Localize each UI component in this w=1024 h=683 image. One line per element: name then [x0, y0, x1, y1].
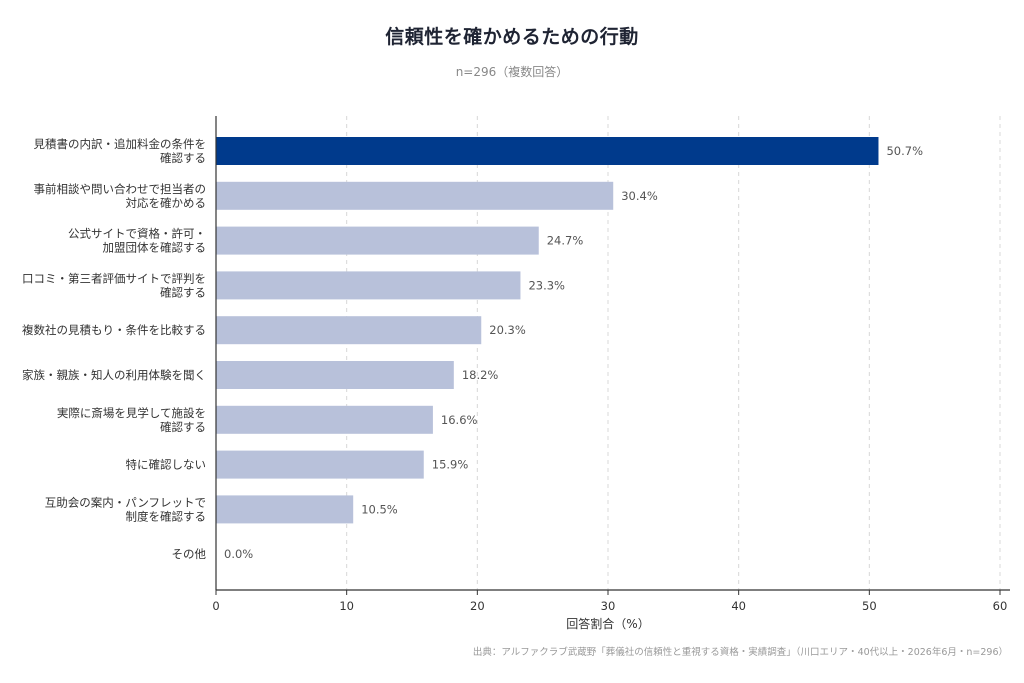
bar: [216, 495, 354, 524]
bar: [216, 450, 424, 479]
category-label-line: 家族・親族・知人の利用体験を聞く: [22, 368, 206, 382]
bar: [216, 405, 433, 434]
category-label-line: 見積書の内訳・追加料金の条件を: [34, 137, 207, 151]
category-label-line: 事前相談や問い合わせで担当者の: [34, 182, 207, 196]
x-axis-title: 回答割合（%）: [566, 616, 649, 631]
x-tick-label: 60: [993, 599, 1008, 613]
category-label: 家族・親族・知人の利用体験を聞く: [22, 368, 206, 382]
category-label: 互助会の案内・パンフレットで制度を確認する: [45, 495, 206, 523]
category-label: 実際に斎場を見学して施設を確認する: [57, 406, 206, 434]
value-label: 15.9%: [432, 458, 469, 472]
x-tick-label: 40: [731, 599, 746, 613]
category-labels: 見積書の内訳・追加料金の条件を確認する事前相談や問い合わせで担当者の対応を確かめ…: [22, 137, 206, 561]
bar: [216, 181, 614, 210]
value-label: 0.0%: [224, 547, 253, 561]
category-label: その他: [172, 547, 207, 561]
value-label: 50.7%: [886, 144, 923, 158]
category-label-line: 制度を確認する: [126, 509, 207, 523]
category-label-line: 確認する: [160, 151, 206, 165]
x-tick-label: 10: [339, 599, 354, 613]
bar: [216, 316, 482, 345]
x-tick-label: 0: [212, 599, 219, 613]
category-label-line: 公式サイトで資格・許可・: [68, 227, 206, 241]
value-label: 24.7%: [547, 234, 584, 248]
category-label: 特に確認しない: [126, 458, 207, 472]
bar: [216, 361, 454, 389]
value-label: 23.3%: [528, 278, 565, 292]
bar: [216, 226, 539, 255]
value-labels: 50.7% 30.4% 24.7% 23.3% 20.3% 18.2% 16.6% 15.9%…: [224, 144, 923, 561]
category-label: 事前相談や問い合わせで担当者の対応を確かめる: [34, 182, 207, 210]
value-label: 16.6%: [441, 413, 478, 427]
category-label-line: 互助会の案内・パンフレットで: [45, 495, 206, 509]
axes: [215, 116, 1010, 591]
x-tick-labels: 0 10 20 30 40 50 60: [212, 599, 1007, 613]
value-label: 18.2%: [462, 368, 499, 382]
bar: [216, 271, 521, 300]
value-label: 10.5%: [361, 502, 398, 516]
value-label: 30.4%: [621, 189, 658, 203]
category-label-line: 対応を確かめる: [126, 196, 207, 210]
x-tick-label: 50: [862, 599, 877, 613]
category-label-line: 特に確認しない: [126, 458, 207, 472]
category-label-line: 複数社の見積もり・条件を比較する: [22, 323, 206, 337]
x-tick-label: 20: [470, 599, 485, 613]
source-note: 出典：アルファクラブ武蔵野「葬儀社の信頼性と重視する資格・実績調査」（川口エリア…: [472, 647, 1008, 658]
chart-subtitle: n=296（複数回答）: [455, 65, 569, 79]
bar: [216, 137, 879, 165]
category-label-line: 加盟団体を確認する: [103, 241, 207, 255]
category-label-line: 確認する: [160, 420, 206, 434]
category-label-line: 実際に斎場を見学して施設を: [57, 406, 206, 420]
category-label-line: 確認する: [160, 285, 206, 299]
category-label-line: 口コミ・第三者評価サイトで評判を: [22, 271, 206, 285]
chart-title: 信頼性を確かめるための行動: [385, 26, 639, 48]
category-label-line: その他: [172, 547, 207, 561]
value-label: 20.3%: [489, 323, 526, 337]
category-label: 口コミ・第三者評価サイトで評判を確認する: [22, 271, 206, 299]
category-label: 複数社の見積もり・条件を比較する: [22, 323, 206, 337]
x-tick-label: 30: [601, 599, 616, 613]
bars: [216, 137, 879, 524]
category-label: 公式サイトで資格・許可・加盟団体を確認する: [68, 227, 206, 255]
category-label: 見積書の内訳・追加料金の条件を確認する: [34, 137, 207, 165]
